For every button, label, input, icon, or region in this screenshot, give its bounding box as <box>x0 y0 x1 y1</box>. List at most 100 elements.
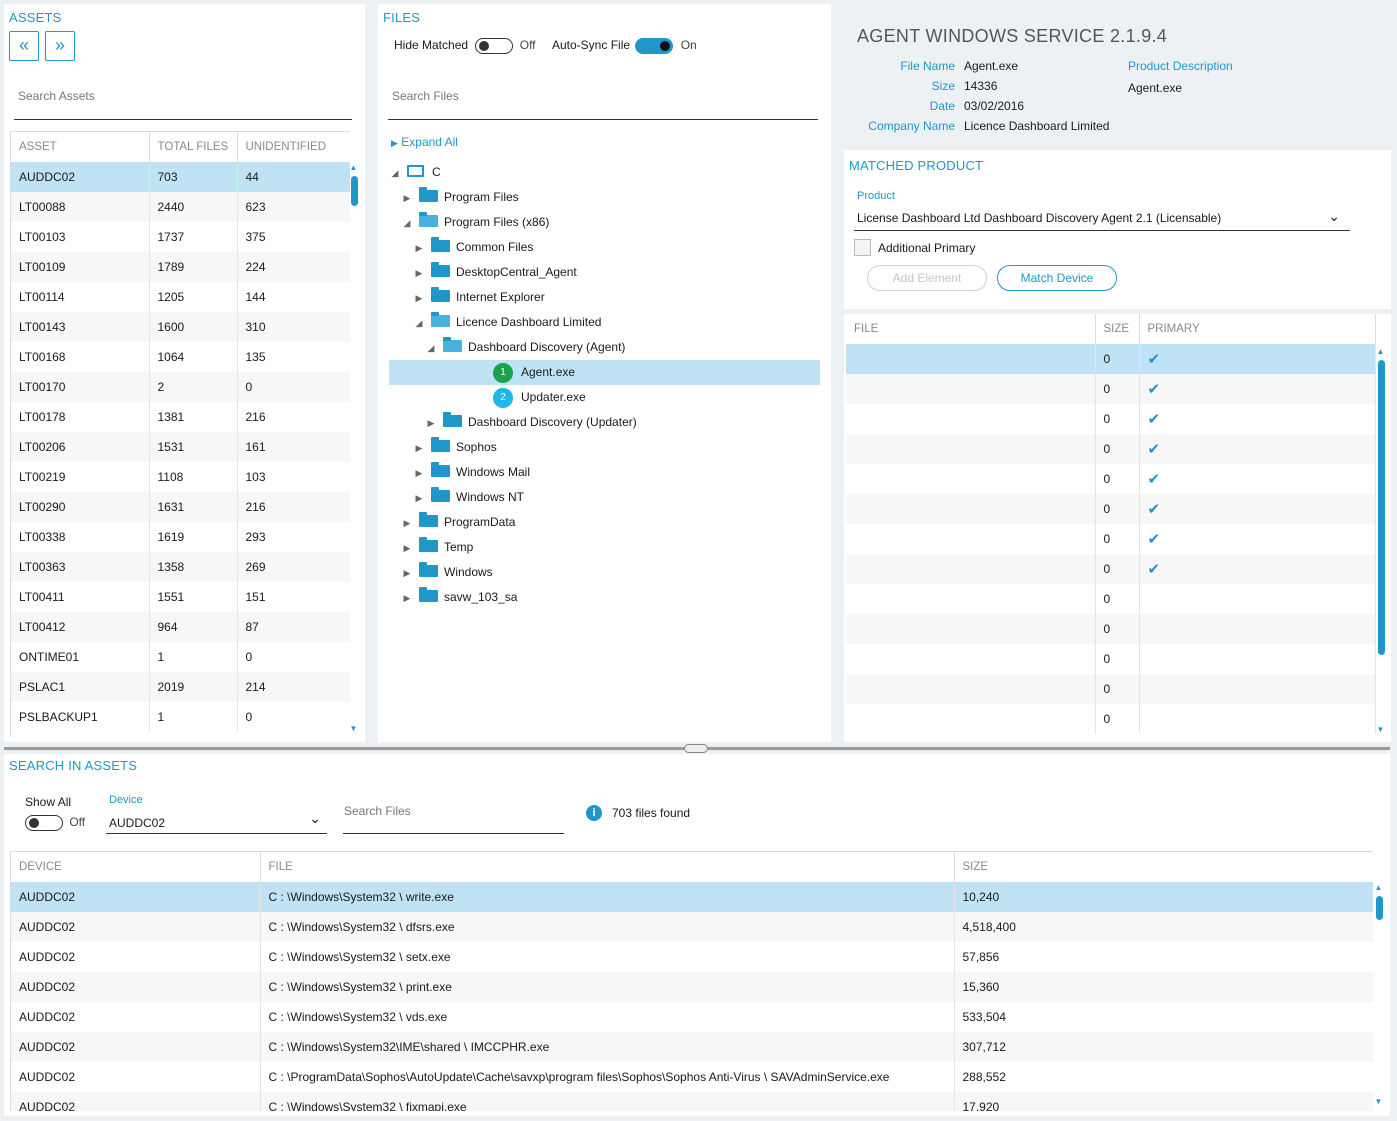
table-row[interactable]: 0 ✔ <box>846 464 1376 494</box>
match-device-button[interactable]: Match Device <box>997 265 1117 291</box>
caret-right-icon[interactable]: ▶ <box>403 568 411 578</box>
scroll-thumb[interactable] <box>1378 360 1385 655</box>
table-row[interactable]: 0 <box>846 584 1376 614</box>
tree-node[interactable]: ▶ Program Files <box>389 185 820 210</box>
collapse-left-button[interactable]: « <box>9 31 39 61</box>
tree-node[interactable]: ◢ C <box>389 160 820 185</box>
table-row[interactable]: 0 ✔ <box>846 344 1376 374</box>
tree-node[interactable]: ▶ Windows <box>389 560 820 585</box>
col-asset[interactable]: ASSET <box>11 132 150 162</box>
table-row[interactable]: LT00290 1631 216 <box>11 492 350 522</box>
col-primary[interactable]: PRIMARY <box>1139 314 1376 344</box>
col-file[interactable]: FILE <box>846 314 1096 344</box>
expand-all-link[interactable]: ▶ Expand All <box>391 135 458 149</box>
table-row[interactable]: AUDDC02 C : \Windows\System32 \ print.exe… <box>11 972 1373 1002</box>
table-row[interactable]: PSLBACKUP1 1 0 <box>11 702 350 732</box>
table-row[interactable]: AUDDC02 C : \Windows\System32 \ dfsrs.exe… <box>11 912 1373 942</box>
table-row[interactable]: LT00143 1600 310 <box>11 312 350 342</box>
caret-right-icon[interactable]: ▶ <box>415 493 423 503</box>
scroll-thumb[interactable] <box>1376 896 1383 920</box>
caret-right-icon[interactable]: ▶ <box>415 443 423 453</box>
col-total-files[interactable]: TOTAL FILES <box>149 132 238 162</box>
col-size[interactable]: SIZE <box>954 852 1373 882</box>
tree-node[interactable]: ◢ Dashboard Discovery (Agent) <box>389 335 820 360</box>
table-row[interactable]: AUDDC02 C : \Windows\System32 \ setx.exe 5… <box>11 942 1373 972</box>
caret-right-icon[interactable]: ▶ <box>415 468 423 478</box>
device-dropdown[interactable]: AUDDC02 ⌄ <box>106 810 327 834</box>
matched-scrollbar[interactable]: ▲ ▼ <box>1376 346 1385 738</box>
tree-node[interactable]: ▶ savw_103_sa <box>389 585 820 610</box>
caret-down-icon[interactable]: ◢ <box>391 168 399 178</box>
tree-node[interactable]: ▶ Common Files <box>389 235 820 260</box>
table-row[interactable]: LT00114 1205 144 <box>11 282 350 312</box>
tree-node[interactable]: ▶ Sophos <box>389 435 820 460</box>
table-row[interactable]: AUDDC02 C : \Windows\System32 \ write.exe… <box>11 882 1373 912</box>
table-row[interactable]: PSLAC1 2019 214 <box>11 672 350 702</box>
tree-node[interactable]: ▶ Windows NT <box>389 485 820 510</box>
table-row[interactable]: AUDDC02 C : \Windows\System32 \ fixmapi.e… <box>11 1092 1373 1111</box>
caret-right-icon[interactable]: ▶ <box>403 543 411 553</box>
table-row[interactable]: LT00109 1789 224 <box>11 252 350 282</box>
col-size[interactable]: SIZE <box>1095 314 1140 344</box>
col-unidentified[interactable]: UNIDENTIFIED <box>237 132 350 162</box>
tree-node[interactable]: ▶ Dashboard Discovery (Updater) <box>389 410 820 435</box>
search-in-assets-input[interactable]: Search Files <box>343 802 564 834</box>
expand-right-button[interactable]: » <box>45 31 75 61</box>
table-row[interactable]: AUDDC02 C : \Windows\System32 \ vds.exe 53… <box>11 1002 1373 1032</box>
tree-node[interactable]: 2 Updater.exe <box>389 385 820 410</box>
tree-node[interactable]: ▶ Temp <box>389 535 820 560</box>
autosync-toggle[interactable] <box>635 38 674 54</box>
caret-right-icon[interactable]: ▶ <box>415 243 423 253</box>
caret-right-icon[interactable]: ▶ <box>403 193 411 203</box>
caret-right-icon[interactable]: ▶ <box>403 518 411 528</box>
product-dropdown[interactable]: License Dashboard Ltd Dashboard Discover… <box>854 206 1350 231</box>
tree-node[interactable]: ▶ ProgramData <box>389 510 820 535</box>
table-row[interactable]: LT00338 1619 293 <box>11 522 350 552</box>
table-row[interactable]: LT00088 2440 623 <box>11 192 350 222</box>
tree-node[interactable]: 1 Agent.exe <box>389 360 820 385</box>
table-row[interactable]: LT00168 1064 135 <box>11 342 350 372</box>
table-row[interactable]: LT00178 1381 216 <box>11 402 350 432</box>
search-files-input[interactable]: Search Files <box>388 86 818 120</box>
table-row[interactable]: LT00170 2 0 <box>11 372 350 402</box>
table-row[interactable]: LT00103 1737 375 <box>11 222 350 252</box>
tree-node[interactable]: ◢ Program Files (x86) <box>389 210 820 235</box>
table-row[interactable]: LT00219 1108 103 <box>11 462 350 492</box>
col-device[interactable]: DEVICE <box>11 852 261 882</box>
caret-right-icon[interactable]: ▶ <box>427 418 435 428</box>
table-row[interactable]: 0 ✔ <box>846 554 1376 584</box>
add-element-button[interactable]: Add Element <box>867 265 987 291</box>
table-row[interactable]: 0 ✔ <box>846 434 1376 464</box>
table-row[interactable]: AUDDC02 703 44 <box>11 162 350 192</box>
table-row[interactable]: 0 <box>846 614 1376 644</box>
table-row[interactable]: 0 ✔ <box>846 524 1376 554</box>
table-row[interactable]: 0 <box>846 644 1376 674</box>
table-row[interactable]: 0 ✔ <box>846 404 1376 434</box>
col-file[interactable]: FILE <box>260 852 955 882</box>
assets-scrollbar[interactable]: ▲ ▼ <box>349 162 358 736</box>
results-scrollbar[interactable]: ▲ ▼ <box>1374 882 1383 1110</box>
search-assets-input[interactable]: Search Assets <box>14 86 352 120</box>
table-row[interactable]: 0 ✔ <box>846 374 1376 404</box>
table-row[interactable]: 0 <box>846 704 1376 734</box>
hide-matched-toggle[interactable] <box>475 38 514 54</box>
scroll-thumb[interactable] <box>351 176 358 206</box>
scroll-up-icon[interactable]: ▲ <box>1376 347 1385 356</box>
table-row[interactable]: 0 <box>846 674 1376 704</box>
caret-right-icon[interactable]: ▶ <box>415 268 423 278</box>
scroll-down-icon[interactable]: ▼ <box>349 724 358 733</box>
tree-node[interactable]: ▶ DesktopCentral_Agent <box>389 260 820 285</box>
caret-right-icon[interactable]: ▶ <box>403 593 411 603</box>
table-row[interactable]: LT00411 1551 151 <box>11 582 350 612</box>
caret-right-icon[interactable]: ▶ <box>415 293 423 303</box>
scroll-up-icon[interactable]: ▲ <box>1374 883 1383 892</box>
tree-node[interactable]: ▶ Internet Explorer <box>389 285 820 310</box>
table-row[interactable]: 0 ✔ <box>846 494 1376 524</box>
table-row[interactable]: LT00206 1531 161 <box>11 432 350 462</box>
table-row[interactable]: AUDDC02 C : \Windows\System32\IME\shared … <box>11 1032 1373 1062</box>
splitter-handle[interactable] <box>684 744 708 753</box>
table-row[interactable]: LT00412 964 87 <box>11 612 350 642</box>
show-all-toggle[interactable] <box>25 815 63 831</box>
scroll-up-icon[interactable]: ▲ <box>349 163 358 172</box>
caret-down-icon[interactable]: ◢ <box>415 318 423 328</box>
